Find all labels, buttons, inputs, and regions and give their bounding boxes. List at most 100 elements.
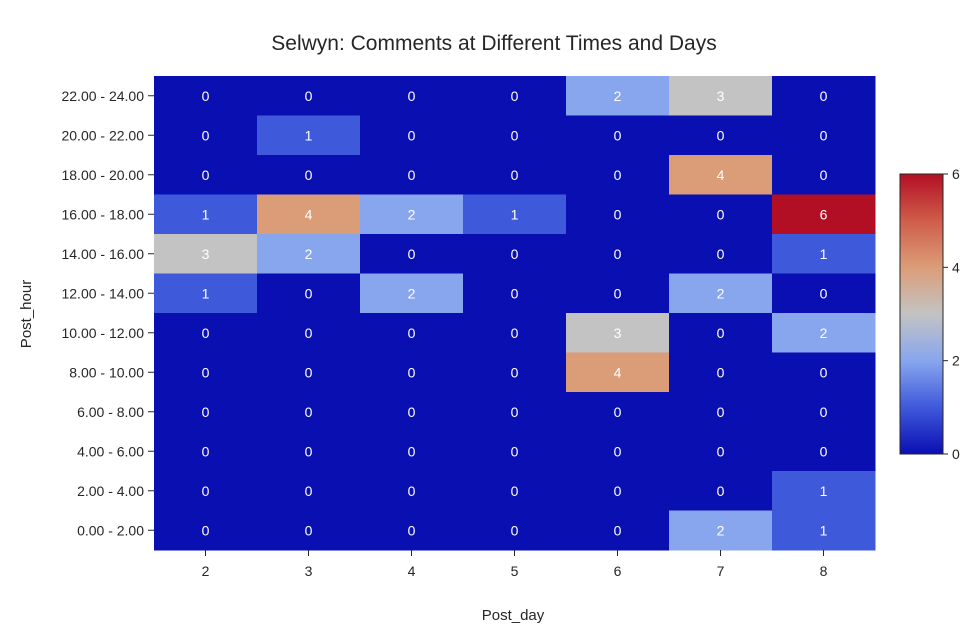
cell-value-label: 0 <box>511 404 519 420</box>
cell-value-label: 0 <box>614 285 622 301</box>
cell-value-label: 0 <box>820 88 828 104</box>
x-tick-label: 2 <box>202 563 210 579</box>
cell-value-label: 0 <box>202 404 210 420</box>
cell-value-label: 0 <box>305 285 313 301</box>
cell-value-label: 0 <box>511 88 519 104</box>
heatmap-cell <box>669 234 773 274</box>
cell-value-label: 0 <box>408 127 416 143</box>
cell-value-label: 1 <box>820 483 828 499</box>
heatmap-cell <box>154 392 258 432</box>
y-tick-label: 6.00 - 8.00 <box>77 404 144 420</box>
cell-value-label: 2 <box>305 246 313 262</box>
cell-value-label: 0 <box>614 522 622 538</box>
heatmap-cell <box>669 431 773 472</box>
heatmap-cells <box>154 76 876 551</box>
x-axis-ticks: 2 3 4 5 6 7 8 <box>202 550 828 579</box>
heatmap-cell <box>463 352 567 393</box>
cell-value-label: 0 <box>717 325 725 341</box>
cell-value-label: 1 <box>305 127 313 143</box>
heatmap-cell <box>360 76 464 116</box>
colorbar-tick-label: 4 <box>952 259 960 275</box>
heatmap-cell <box>463 471 567 511</box>
cell-value-label: 0 <box>408 246 416 262</box>
x-tick-label: 8 <box>820 563 828 579</box>
heatmap-cell <box>257 431 361 472</box>
y-tick-label: 22.00 - 24.00 <box>61 88 144 104</box>
cell-value-label: 0 <box>305 364 313 380</box>
cell-value-label: 3 <box>202 246 210 262</box>
cell-value-label: 2 <box>717 285 725 301</box>
heatmap-cell <box>463 76 567 116</box>
x-tick-label: 5 <box>511 563 519 579</box>
x-tick-label: 3 <box>305 563 313 579</box>
cell-value-label: 0 <box>408 404 416 420</box>
cell-value-label: 1 <box>202 206 210 222</box>
y-axis-label: Post_hour <box>18 280 35 348</box>
heatmap-cell <box>257 510 361 551</box>
heatmap-cell <box>772 431 876 472</box>
cell-value-label: 0 <box>820 443 828 459</box>
cell-value-label: 0 <box>511 443 519 459</box>
heatmap-cell <box>154 155 258 195</box>
x-tick-label: 4 <box>408 563 416 579</box>
heatmap-cell <box>154 313 258 353</box>
heatmap-cell <box>360 194 464 235</box>
heatmap-cell <box>154 234 258 274</box>
x-tick-label: 6 <box>614 563 622 579</box>
y-tick-label: 10.00 - 12.00 <box>61 325 144 341</box>
cell-value-label: 0 <box>408 325 416 341</box>
colorbar-tick-label: 0 <box>952 446 960 462</box>
heatmap-cell <box>566 76 670 116</box>
heatmap-cell <box>360 392 464 432</box>
cell-value-label: 1 <box>820 522 828 538</box>
heatmap-cell <box>772 234 876 274</box>
cell-value-label: 4 <box>717 167 725 183</box>
cell-value-label: 0 <box>202 88 210 104</box>
cell-value-label: 0 <box>614 404 622 420</box>
x-axis-label: Post_day <box>482 607 545 624</box>
cell-value-label: 0 <box>717 483 725 499</box>
cell-value-label: 0 <box>408 364 416 380</box>
heatmap-cell <box>566 352 670 393</box>
heatmap-cell <box>360 234 464 274</box>
heatmap-cell <box>360 273 464 314</box>
heatmap-cell <box>566 471 670 511</box>
y-tick-label: 0.00 - 2.00 <box>77 522 144 538</box>
cell-value-label: 6 <box>820 206 828 222</box>
cell-value-label: 1 <box>511 206 519 222</box>
cell-value-label: 0 <box>511 127 519 143</box>
heatmap-cell <box>463 194 567 235</box>
heatmap-cell <box>772 471 876 511</box>
heatmap-cell <box>669 155 773 195</box>
colorbar-tick-label: 2 <box>952 353 960 369</box>
heatmap-cell <box>360 431 464 472</box>
heatmap-cell <box>463 155 567 195</box>
heatmap-cell <box>154 115 258 156</box>
cell-value-label: 0 <box>408 167 416 183</box>
cell-value-label: 0 <box>511 167 519 183</box>
heatmap-cell <box>669 510 773 551</box>
cell-value-label: 4 <box>614 364 622 380</box>
cell-value-label: 0 <box>305 88 313 104</box>
cell-value-label: 0 <box>202 167 210 183</box>
y-tick-label: 2.00 - 4.00 <box>77 483 144 499</box>
y-tick-label: 12.00 - 14.00 <box>61 285 144 301</box>
heatmap-cell <box>772 273 876 314</box>
cell-value-label: 2 <box>408 206 416 222</box>
heatmap-cell <box>463 431 567 472</box>
y-tick-label: 8.00 - 10.00 <box>69 364 144 380</box>
cell-value-label: 0 <box>717 246 725 262</box>
heatmap-cell <box>257 194 361 235</box>
heatmap-cell <box>566 194 670 235</box>
colorbar-ticks: 0 2 4 6 <box>943 166 960 462</box>
heatmap-cell <box>154 471 258 511</box>
cell-value-label: 0 <box>408 88 416 104</box>
cell-value-label: 0 <box>511 364 519 380</box>
heatmap-cell <box>669 76 773 116</box>
heatmap-cell <box>772 352 876 393</box>
cell-value-label: 0 <box>305 325 313 341</box>
heatmap-cell <box>360 510 464 551</box>
cell-value-label: 0 <box>408 483 416 499</box>
cell-value-label: 0 <box>820 285 828 301</box>
heatmap-cell <box>463 510 567 551</box>
